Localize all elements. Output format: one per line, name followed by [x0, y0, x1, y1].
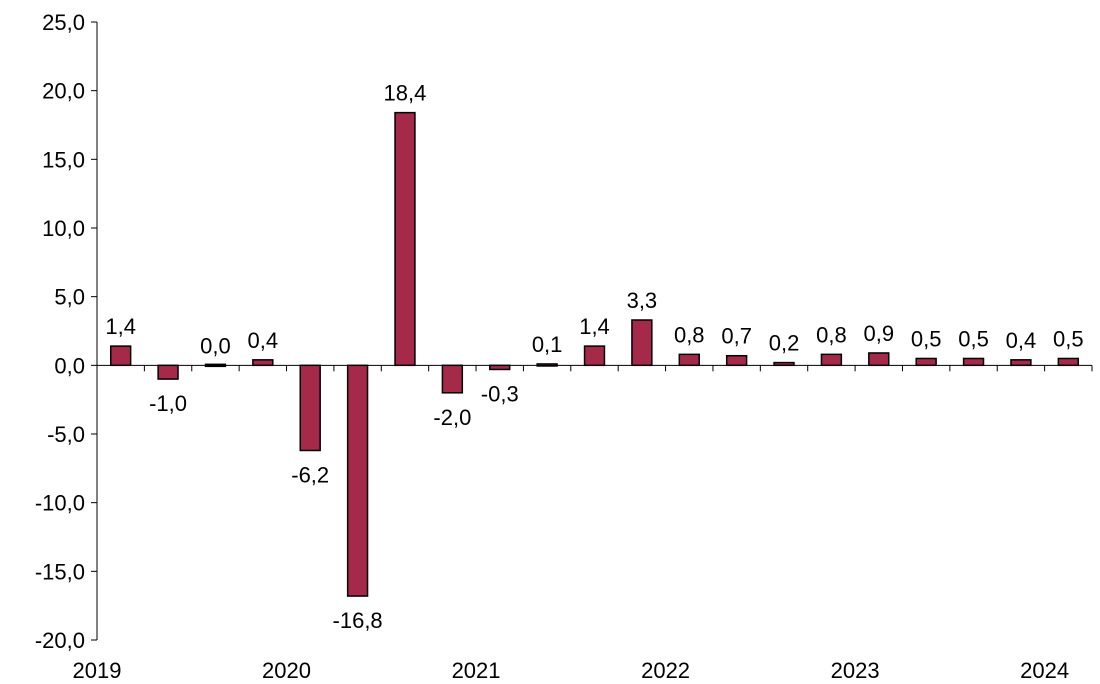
- data-label: -0,3: [481, 381, 519, 406]
- data-label: -16,8: [333, 608, 383, 633]
- bar: [725, 354, 748, 367]
- y-tick-label: -15,0: [35, 559, 85, 584]
- data-label: 0,4: [1006, 328, 1037, 353]
- bar: [631, 319, 653, 367]
- data-label: -2,0: [433, 405, 471, 430]
- data-label: 1,4: [105, 314, 136, 339]
- data-label: -1,0: [149, 391, 187, 416]
- x-tick-label: 2019: [73, 658, 122, 683]
- data-labels: 1,4 -1,0 0,0 0,4 -6,2 -16,8 18,4 -2,0 -0,3 0,1 1,4…: [105, 81, 1083, 633]
- y-tick-label: -10,0: [35, 491, 85, 516]
- x-tick-label: 2020: [262, 658, 311, 683]
- bar: [252, 359, 274, 367]
- data-label: 0,7: [721, 324, 752, 349]
- bar: [962, 357, 985, 367]
- data-label: 0,4: [248, 328, 279, 353]
- bar: [394, 111, 416, 367]
- bars: [109, 111, 1080, 597]
- bar: [678, 353, 700, 367]
- bar: [157, 364, 179, 380]
- x-tick-label: 2023: [831, 658, 880, 683]
- data-label: 0,5: [958, 326, 989, 351]
- bar: [441, 364, 464, 394]
- bar: [868, 352, 890, 367]
- bar: [489, 364, 511, 371]
- data-label: 0,8: [674, 322, 705, 347]
- y-tick-label: 10,0: [42, 216, 85, 241]
- y-tick-label: 20,0: [42, 79, 85, 104]
- data-label: 3,3: [627, 288, 658, 313]
- bar: [820, 353, 843, 367]
- data-label: 0,1: [532, 332, 563, 357]
- data-label: 0,5: [911, 326, 942, 351]
- y-tick-label: 5,0: [54, 285, 85, 310]
- data-label: 18,4: [384, 81, 427, 106]
- y-axis: 25,0 20,0 15,0 10,0 5,0 0,0 -5,0 -10,0 -15,0 -20,…: [35, 10, 98, 653]
- x-tick-label: 2022: [641, 658, 690, 683]
- data-label: 0,0: [200, 333, 231, 358]
- x-axis: 2019 2020 2021 2022 2023 2024: [73, 364, 1093, 683]
- x-tick-label: 2021: [452, 658, 501, 683]
- data-label: 0,5: [1053, 326, 1084, 351]
- data-label: -6,2: [291, 462, 329, 487]
- bar: [915, 357, 937, 367]
- y-tick-label: 15,0: [42, 147, 85, 172]
- bar: [1010, 359, 1032, 367]
- data-label: 0,8: [816, 322, 847, 347]
- bar: [1057, 357, 1080, 367]
- data-label: 0,9: [863, 321, 894, 346]
- bar: [583, 345, 606, 367]
- data-label: 0,2: [769, 331, 800, 356]
- bar: [109, 345, 132, 367]
- bar: [346, 364, 369, 597]
- y-tick-label: 0,0: [54, 353, 85, 378]
- bar: [299, 364, 321, 452]
- data-label: 1,4: [579, 314, 610, 339]
- y-tick-label: -20,0: [35, 628, 85, 653]
- y-tick-label: -5,0: [47, 422, 85, 447]
- x-tick-label: 2024: [1020, 658, 1069, 683]
- y-tick-label: 25,0: [42, 10, 85, 35]
